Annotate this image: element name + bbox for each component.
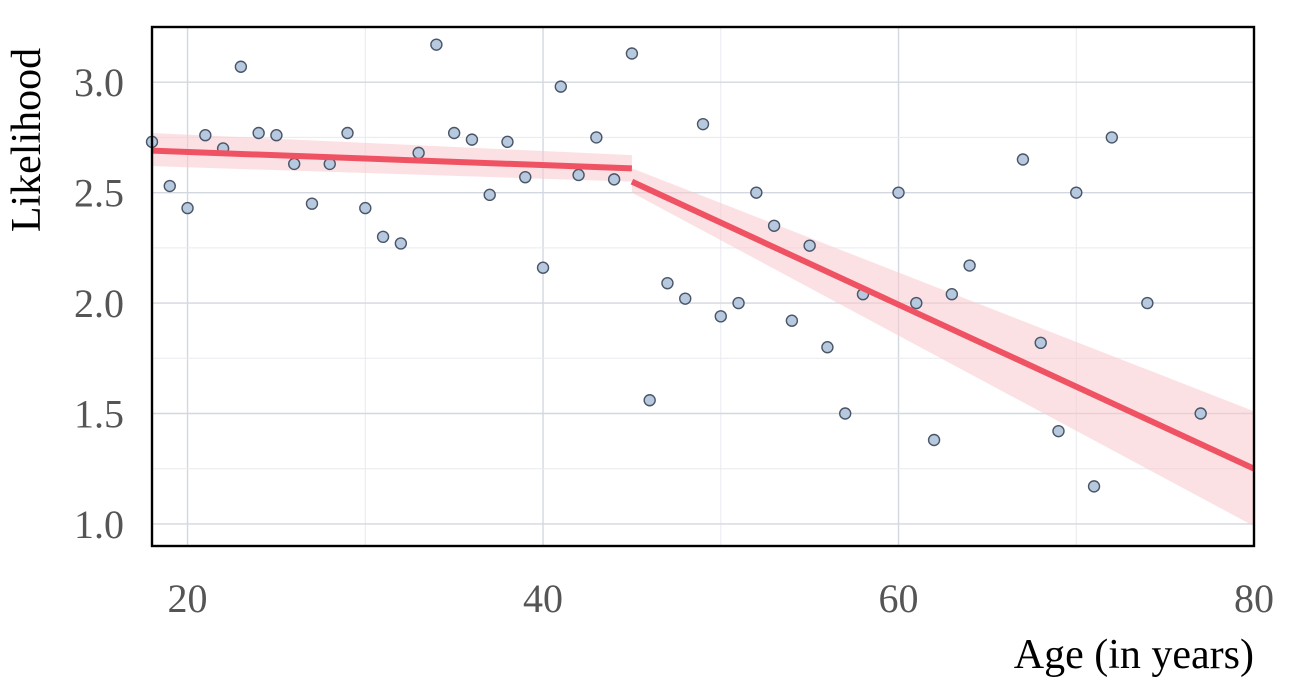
trend-line [151, 147, 633, 172]
data-point [625, 47, 639, 60]
y-tick-labels: 1.0 1.5 2.0 2.5 3.0 [74, 60, 124, 547]
data-point [767, 219, 781, 232]
y-tick-label: 2.5 [74, 171, 124, 216]
x-axis-title: Age (in years) [1014, 632, 1254, 678]
data-point [1105, 131, 1119, 144]
data-point [1034, 336, 1047, 350]
data-point [287, 157, 301, 171]
data-point [501, 135, 514, 149]
data-point [376, 230, 390, 244]
data-point [341, 126, 354, 140]
y-axis-title: Likelihood [4, 48, 50, 232]
data-point [696, 117, 710, 131]
data-point [181, 201, 194, 215]
data-point [1087, 480, 1101, 493]
data-point [359, 201, 372, 215]
data-point [536, 261, 550, 274]
data-point [750, 186, 763, 199]
data-point [910, 296, 923, 310]
data-point [607, 173, 621, 186]
confidence-band [631, 168, 1254, 527]
data-point [1141, 296, 1154, 310]
data-point [1052, 424, 1065, 438]
data-point [892, 186, 905, 199]
data-point [590, 131, 603, 144]
data-point [252, 126, 265, 140]
data-point [270, 129, 283, 142]
data-point [963, 259, 976, 272]
data-point [163, 179, 176, 193]
data-point [1070, 186, 1083, 199]
x-tick-labels: 20 40 60 80 [168, 576, 1274, 621]
y-tick-label: 1.0 [74, 502, 124, 547]
y-tick-label: 2.0 [74, 281, 124, 326]
trend-lines [151, 147, 1256, 472]
y-tick-label: 3.0 [74, 60, 124, 105]
data-points [145, 38, 1207, 493]
data-point [838, 407, 852, 420]
data-point [483, 188, 496, 202]
data-point [1194, 407, 1207, 420]
x-tick-label: 60 [879, 576, 919, 621]
grid-lines [152, 27, 1255, 546]
data-point [234, 60, 248, 73]
data-point [803, 239, 816, 252]
data-point [661, 276, 674, 290]
data-point [821, 341, 834, 354]
data-point [572, 168, 585, 182]
plot-frame [150, 25, 1256, 548]
data-point [199, 129, 212, 142]
data-point [1016, 153, 1030, 166]
data-point [714, 310, 727, 323]
data-point [554, 80, 568, 93]
data-point [519, 170, 532, 184]
data-point [412, 146, 425, 160]
data-point [785, 314, 799, 327]
data-point [679, 292, 692, 305]
data-point [927, 433, 941, 447]
x-tick-label: 40 [523, 576, 563, 621]
data-point [732, 296, 745, 310]
data-point [945, 288, 959, 301]
y-tick-label: 1.5 [74, 391, 124, 436]
x-tick-label: 80 [1234, 576, 1274, 621]
data-point [643, 394, 656, 407]
data-point [465, 133, 479, 146]
data-point [447, 126, 461, 140]
trend-line [630, 178, 1256, 472]
x-tick-label: 20 [168, 576, 208, 621]
data-point [305, 197, 319, 210]
data-point [430, 38, 443, 51]
data-point [394, 237, 408, 250]
